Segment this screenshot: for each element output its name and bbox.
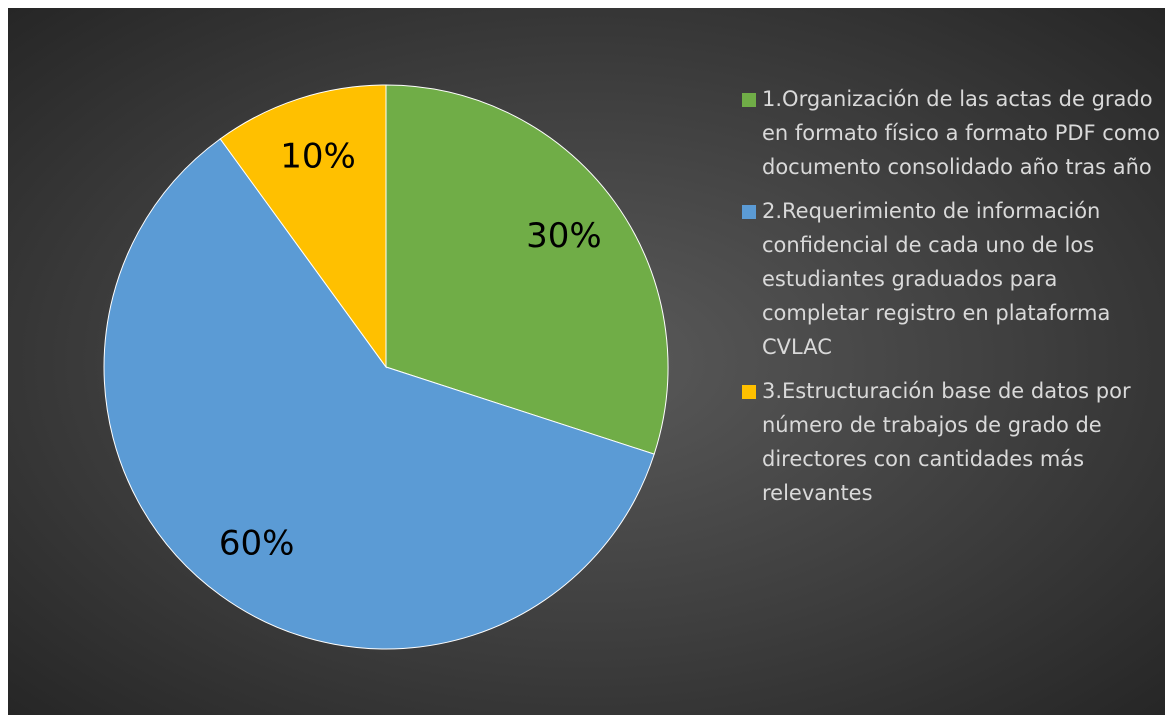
legend-entry: 3.Estructuración base de datos por númer… xyxy=(742,374,1162,510)
data-label: 60% xyxy=(219,523,295,563)
legend-entry: 1.Organización de las actas de grado en … xyxy=(742,82,1162,184)
legend-swatch xyxy=(742,385,756,399)
data-label: 30% xyxy=(526,216,602,256)
data-label: 10% xyxy=(280,136,356,176)
legend-entry: 2.Requerimiento de información confidenc… xyxy=(742,194,1162,364)
pie-slice xyxy=(103,138,655,650)
legend-swatch xyxy=(742,93,756,107)
pie-slice xyxy=(219,84,387,369)
legend-label: 2.Requerimiento de información confidenc… xyxy=(762,199,1111,359)
pie-slice xyxy=(385,84,669,455)
legend-label: 3.Estructuración base de datos por númer… xyxy=(762,379,1131,505)
legend-swatch xyxy=(742,205,756,219)
legend: 1.Organización de las actas de grado en … xyxy=(742,82,1162,520)
legend-label: 1.Organización de las actas de grado en … xyxy=(762,87,1160,179)
